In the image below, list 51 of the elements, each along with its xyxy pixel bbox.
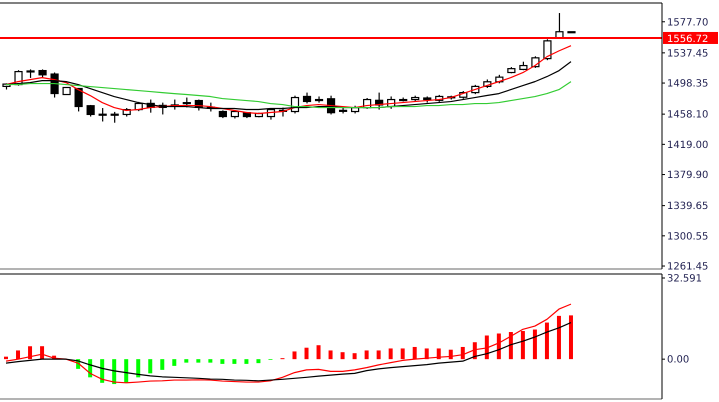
bar <box>124 359 128 383</box>
y-tick-label: 1537.45 <box>667 48 708 60</box>
bar <box>220 359 224 364</box>
ref-line-label: 1556.72 <box>667 34 708 45</box>
bar <box>16 350 20 360</box>
bar <box>544 322 549 360</box>
y-tick-label: 1300.55 <box>667 231 708 242</box>
candlestick <box>98 107 107 122</box>
bar <box>520 331 525 360</box>
y-tick-label: 1577.70 <box>667 17 708 28</box>
bar <box>316 345 321 360</box>
bar <box>352 353 357 360</box>
bar <box>388 348 393 360</box>
bar <box>136 359 140 378</box>
y-tick-label: 32.591 <box>667 274 702 285</box>
y-tick-label: 1261.45 <box>667 262 708 273</box>
bar <box>184 359 188 363</box>
candlestick <box>302 92 312 104</box>
bar <box>28 346 32 360</box>
y-tick-label: 0.00 <box>667 354 690 366</box>
bar <box>148 359 152 374</box>
y-tick-label: 1379.90 <box>667 170 708 182</box>
bar <box>208 359 212 363</box>
candlestick <box>543 38 552 61</box>
bar <box>328 350 333 360</box>
bar <box>568 315 573 360</box>
y-tick-label: 1458.10 <box>667 110 708 121</box>
bar <box>304 348 309 360</box>
bar <box>508 332 513 360</box>
bar <box>112 359 116 384</box>
bar <box>256 359 260 364</box>
bar <box>364 350 369 360</box>
bar <box>292 351 296 360</box>
bar <box>196 359 200 363</box>
bar <box>244 359 248 364</box>
bar <box>232 359 236 364</box>
bar <box>412 346 417 360</box>
y-tick-label: 1419.00 <box>667 140 708 151</box>
candlestick <box>110 111 119 124</box>
bar <box>400 348 405 360</box>
bar <box>556 316 561 360</box>
y-tick-label: 1498.35 <box>667 78 708 90</box>
bar <box>172 359 176 366</box>
bar <box>160 359 164 370</box>
bar <box>496 334 501 360</box>
bar <box>376 350 381 360</box>
y-tick-label: 1339.65 <box>667 201 708 212</box>
bar <box>532 330 537 360</box>
bar <box>340 352 345 360</box>
line-series <box>5 304 572 384</box>
line-series <box>5 322 572 382</box>
